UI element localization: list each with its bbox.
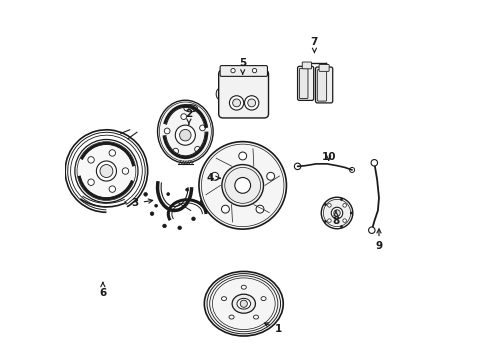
Ellipse shape	[241, 285, 246, 289]
Text: 8: 8	[332, 211, 339, 226]
Circle shape	[100, 165, 113, 177]
Circle shape	[164, 128, 170, 134]
Circle shape	[75, 139, 138, 203]
Text: 3: 3	[131, 198, 152, 208]
Circle shape	[122, 168, 128, 174]
Circle shape	[349, 167, 354, 172]
Circle shape	[88, 179, 94, 185]
Text: 10: 10	[321, 152, 335, 162]
FancyBboxPatch shape	[220, 66, 267, 76]
Text: 9: 9	[375, 229, 382, 251]
Circle shape	[210, 172, 218, 180]
Circle shape	[333, 210, 340, 216]
Text: 6: 6	[99, 282, 106, 298]
Circle shape	[154, 204, 157, 207]
Circle shape	[204, 193, 207, 195]
Ellipse shape	[261, 297, 265, 301]
Circle shape	[199, 141, 286, 229]
Circle shape	[166, 193, 169, 195]
Ellipse shape	[261, 89, 267, 99]
Circle shape	[238, 152, 246, 160]
Circle shape	[191, 217, 195, 221]
Circle shape	[222, 165, 263, 206]
Circle shape	[232, 99, 240, 107]
Circle shape	[229, 96, 244, 110]
Circle shape	[216, 204, 219, 207]
Circle shape	[175, 125, 195, 145]
Circle shape	[324, 220, 326, 222]
Ellipse shape	[157, 100, 213, 163]
Circle shape	[327, 219, 330, 222]
Circle shape	[185, 188, 188, 191]
Ellipse shape	[237, 298, 250, 309]
FancyBboxPatch shape	[297, 66, 313, 100]
Circle shape	[342, 219, 346, 222]
Ellipse shape	[253, 315, 258, 319]
FancyBboxPatch shape	[317, 69, 326, 101]
Circle shape	[294, 163, 300, 170]
Circle shape	[234, 177, 250, 193]
FancyBboxPatch shape	[302, 62, 311, 69]
Text: 2: 2	[185, 109, 192, 124]
Circle shape	[342, 204, 346, 207]
Circle shape	[163, 224, 166, 228]
FancyBboxPatch shape	[315, 67, 332, 103]
Circle shape	[256, 205, 264, 213]
Ellipse shape	[221, 297, 226, 301]
Text: 5: 5	[239, 58, 246, 74]
Circle shape	[321, 197, 352, 229]
Ellipse shape	[204, 271, 283, 336]
Circle shape	[194, 147, 200, 152]
Circle shape	[368, 227, 374, 233]
Circle shape	[370, 159, 377, 166]
Circle shape	[200, 199, 203, 203]
FancyBboxPatch shape	[218, 70, 268, 118]
Circle shape	[244, 96, 258, 110]
Ellipse shape	[183, 106, 188, 111]
Circle shape	[88, 157, 94, 163]
Circle shape	[327, 204, 330, 207]
Circle shape	[252, 68, 256, 73]
Text: 7: 7	[310, 37, 318, 53]
Circle shape	[330, 207, 342, 219]
Circle shape	[143, 193, 147, 196]
Ellipse shape	[192, 106, 197, 111]
Text: 1: 1	[264, 323, 282, 334]
Circle shape	[324, 203, 326, 206]
Ellipse shape	[228, 315, 234, 319]
Circle shape	[266, 172, 274, 180]
Circle shape	[199, 125, 205, 131]
Circle shape	[247, 99, 255, 107]
Circle shape	[340, 198, 342, 201]
Circle shape	[221, 205, 229, 213]
Circle shape	[150, 212, 154, 216]
Ellipse shape	[184, 105, 197, 112]
Circle shape	[230, 68, 235, 73]
FancyBboxPatch shape	[299, 68, 307, 99]
Circle shape	[172, 148, 178, 154]
Circle shape	[340, 226, 342, 228]
Circle shape	[179, 130, 191, 141]
Circle shape	[109, 150, 115, 156]
Ellipse shape	[216, 89, 222, 99]
Circle shape	[349, 212, 352, 214]
Circle shape	[240, 300, 247, 307]
Circle shape	[109, 186, 115, 192]
Circle shape	[178, 226, 181, 230]
FancyBboxPatch shape	[319, 64, 328, 71]
Circle shape	[181, 114, 186, 120]
Text: 4: 4	[206, 173, 220, 183]
Ellipse shape	[232, 294, 255, 313]
Circle shape	[96, 161, 116, 181]
